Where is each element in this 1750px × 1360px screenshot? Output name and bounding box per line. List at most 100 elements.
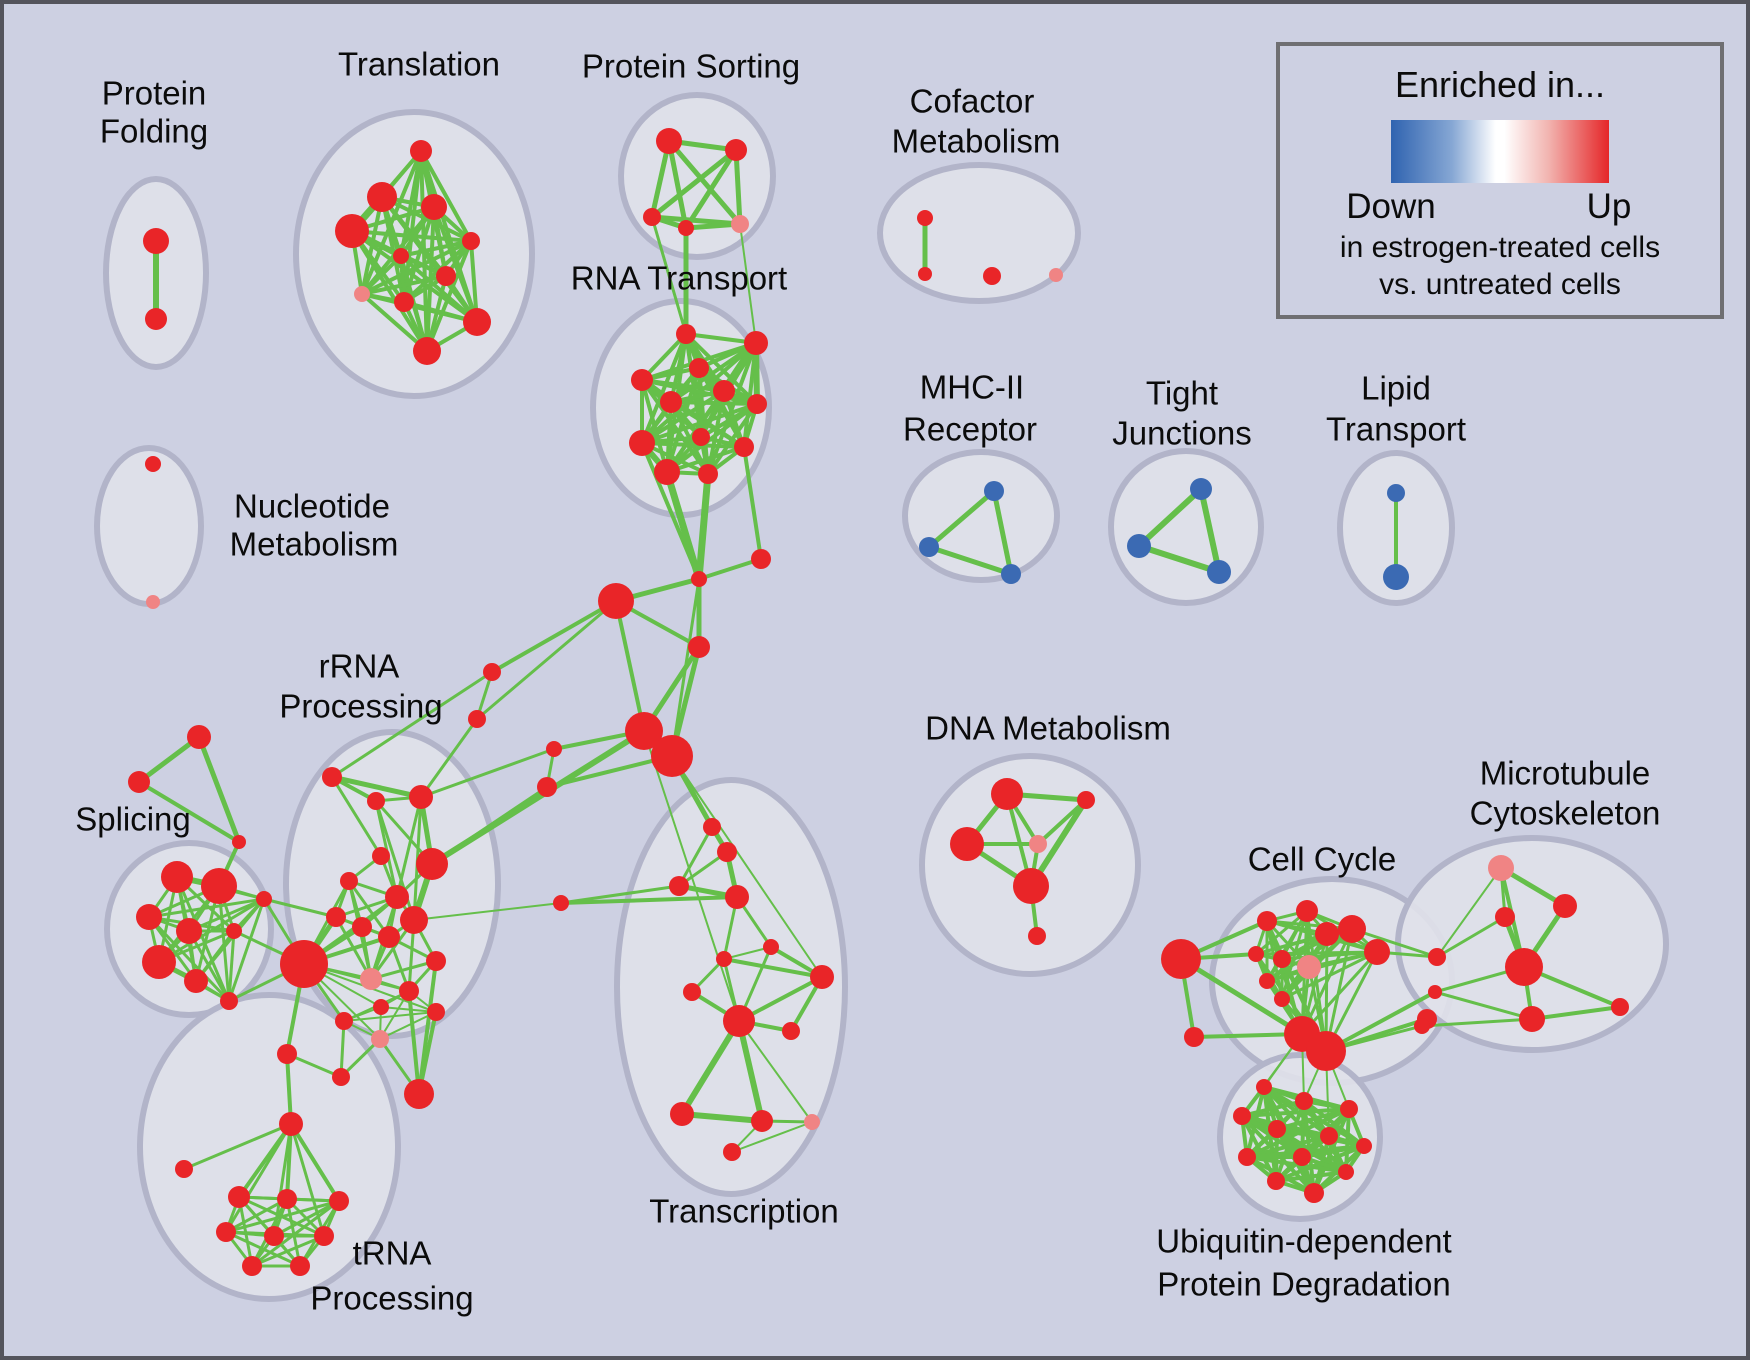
node-cc8 (1184, 1027, 1204, 1047)
cluster-ellipse-cofactor-metabolism (877, 162, 1081, 304)
node-sp1 (161, 861, 193, 893)
node-ub10 (1338, 1164, 1354, 1180)
network-edge (926, 488, 997, 550)
node-mt4 (1519, 1006, 1545, 1032)
network-edge (350, 229, 479, 324)
node-rt4 (631, 369, 653, 391)
node-cc12 (1274, 991, 1290, 1007)
network-edge (926, 544, 1014, 577)
node-c9 (483, 663, 501, 681)
network-edge (1436, 867, 1502, 958)
network-edge (640, 378, 759, 406)
cluster-label: Translation (338, 46, 500, 83)
network-edge (1240, 1107, 1351, 1118)
node-rr3 (409, 785, 433, 809)
node-ub5 (1268, 1120, 1286, 1138)
cluster-ellipse-tight-junctions (1108, 448, 1264, 606)
node-rr13 (399, 981, 419, 1001)
cluster-label: Tight (1146, 375, 1218, 412)
node-m2 (919, 537, 939, 557)
node-t7 (436, 266, 456, 286)
network-edge (991, 488, 1014, 577)
legend-gradient-bar (1391, 120, 1609, 183)
node-m1 (984, 481, 1004, 501)
node-tn2 (175, 1160, 193, 1178)
node-tn4 (277, 1189, 297, 1209)
network-edge (733, 147, 743, 227)
network-edge (1245, 1134, 1331, 1159)
network-edge (379, 1011, 437, 1040)
network-edge (399, 254, 479, 324)
node-sp9 (256, 891, 272, 907)
node-nm2 (146, 595, 160, 609)
node-cf2 (918, 267, 932, 281)
node-ps3 (643, 208, 661, 226)
node-cc1 (1257, 911, 1277, 931)
network-edge (722, 957, 824, 979)
network-edge (614, 599, 646, 733)
node-c6 (651, 735, 693, 777)
network-edge (407, 989, 421, 1096)
node-pf1 (143, 228, 169, 254)
network-edge (640, 402, 759, 445)
node-m3 (1001, 564, 1021, 584)
legend-updown-row: Down Up (1346, 187, 1631, 229)
node-bn2 (1428, 985, 1442, 999)
network-edge (419, 149, 473, 243)
node-tx10 (723, 1005, 755, 1037)
network-edge (137, 780, 241, 844)
node-t3 (335, 214, 369, 248)
node-rt12 (698, 464, 718, 484)
network-edge (360, 292, 429, 353)
cluster-ellipse-dna-metabolism (919, 753, 1141, 977)
cluster-label: Splicing (75, 801, 191, 838)
node-rrH (280, 940, 328, 988)
legend-subtitle-line1: in estrogen-treated cells (1339, 231, 1661, 264)
node-c1 (598, 583, 634, 619)
network-edge (1433, 990, 1534, 1021)
node-rt9 (692, 428, 710, 446)
node-ub3 (1340, 1100, 1358, 1118)
node-tr2 (128, 771, 150, 793)
legend-box: Enriched in... Down Up in estrogen-treat… (1276, 42, 1724, 319)
cluster-label: Protein Sorting (582, 48, 800, 85)
legend-title: Enriched in... (1394, 64, 1606, 105)
node-tx6 (716, 951, 732, 967)
node-t1 (410, 140, 432, 162)
node-bn3 (1414, 1018, 1430, 1034)
cluster-label: Lipid (1361, 370, 1431, 407)
network-edge (136, 734, 202, 785)
network-edge (175, 875, 231, 1003)
cluster-label: Transport (1326, 411, 1466, 448)
node-mt5 (1611, 998, 1629, 1016)
network-edge (339, 1037, 382, 1079)
network-edge (413, 902, 562, 921)
node-bn1 (1428, 948, 1446, 966)
cluster-label: Nucleotide (234, 488, 390, 525)
node-tx3 (669, 876, 689, 896)
network-edge (671, 755, 823, 978)
network-edge (1300, 950, 1379, 1036)
network-edge (679, 1111, 765, 1124)
node-dm1 (991, 778, 1023, 810)
node-tx13 (751, 1110, 773, 1132)
node-ps5 (731, 215, 749, 233)
network-edge (559, 884, 681, 905)
network-edge (360, 254, 403, 296)
network-edge (157, 897, 266, 964)
node-dm4 (1029, 835, 1047, 853)
cluster-label: Ubiquitin-dependent (1156, 1223, 1451, 1260)
node-cf4 (1049, 268, 1063, 282)
legend-up-label: Up (1586, 187, 1632, 226)
node-ub8 (1238, 1148, 1256, 1166)
network-edge (285, 1197, 302, 1268)
node-rt11 (654, 459, 680, 485)
cluster-label: Protein (102, 75, 207, 112)
network-edge (417, 959, 438, 1096)
network-edge (650, 215, 688, 336)
cluster-label: Cofactor (910, 83, 1035, 120)
node-rr12 (426, 951, 446, 971)
node-dm3 (950, 827, 984, 861)
node-tr1 (187, 725, 211, 749)
